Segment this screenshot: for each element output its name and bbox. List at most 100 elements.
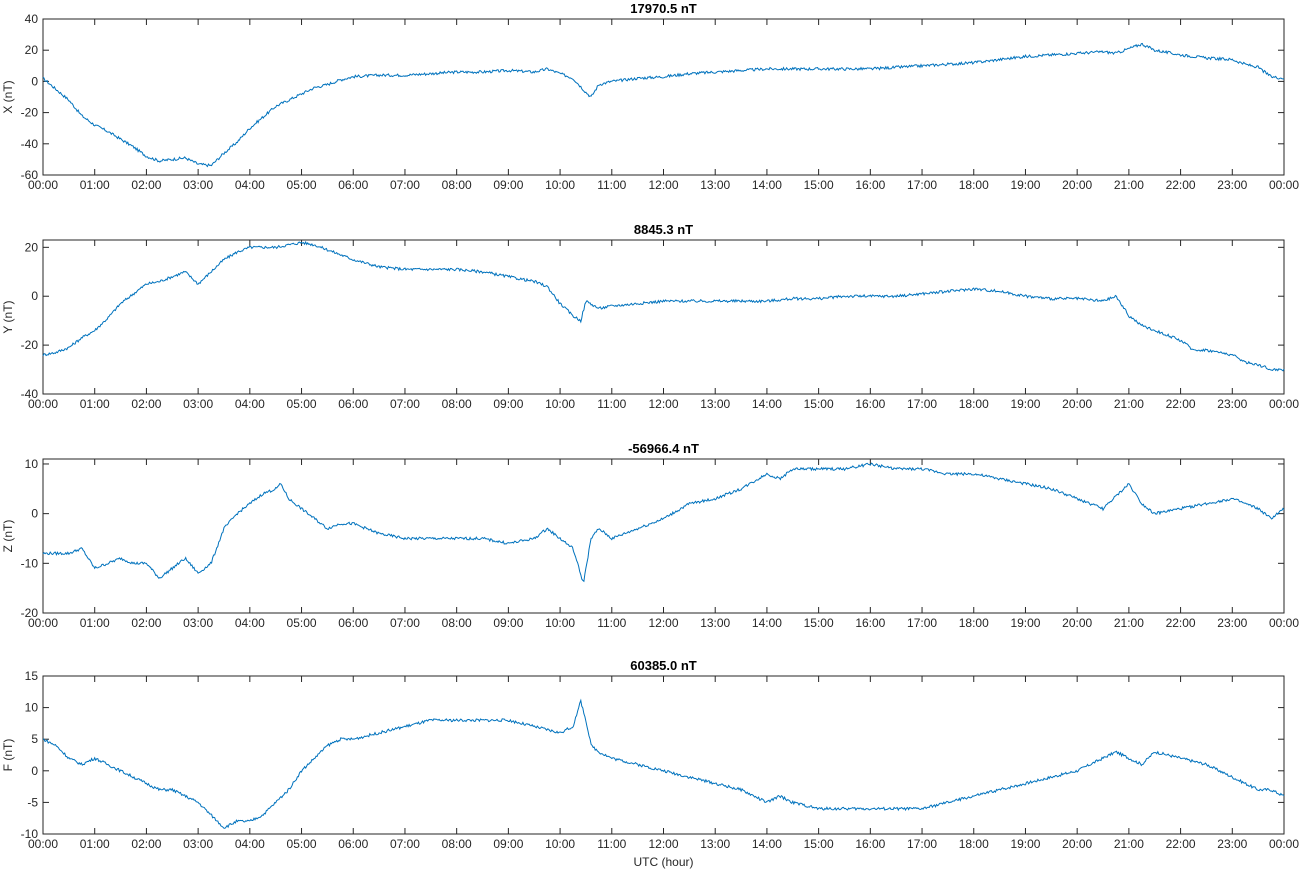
x-tick-label: 08:00 — [442, 178, 472, 192]
panel-title: 60385.0 nT — [630, 658, 697, 673]
x-tick-label: 02:00 — [131, 837, 161, 851]
x-tick-label: 03:00 — [183, 837, 213, 851]
panel-1: 00:00 01:00 02:00 03:00 04:00 05:00 06:00 07:00… — [1, 1, 1299, 192]
x-tick-label: 06:00 — [338, 178, 368, 192]
x-tick-label: 16:00 — [855, 397, 885, 411]
y-tick-label: 10 — [25, 701, 39, 715]
x-tick-label: 05:00 — [287, 178, 317, 192]
series-line — [42, 698, 1285, 829]
x-tick-label: 03:00 — [183, 616, 213, 630]
x-tick-label: 10:00 — [545, 616, 575, 630]
x-tick-label: 09:00 — [493, 178, 523, 192]
x-tick-label: 06:00 — [338, 616, 368, 630]
y-tick-label: -20 — [21, 606, 39, 620]
x-tick-label: 12:00 — [648, 837, 678, 851]
x-tick-label: 00:00 — [1269, 837, 1299, 851]
x-tick-label: 07:00 — [390, 837, 420, 851]
x-tick-label: 23:00 — [1217, 178, 1247, 192]
x-tick-label: 08:00 — [442, 837, 472, 851]
x-tick-label: 14:00 — [752, 837, 782, 851]
y-tick-label: 15 — [25, 669, 39, 683]
series-line — [42, 42, 1285, 168]
x-tick-label: 18:00 — [959, 837, 989, 851]
x-tick-label: 00:00 — [28, 178, 58, 192]
x-tick-label: 02:00 — [131, 616, 161, 630]
y-tick-label: -20 — [21, 106, 39, 120]
axes-box — [42, 675, 1285, 835]
panel-title: -56966.4 nT — [628, 441, 699, 456]
y-tick-label: 0 — [31, 74, 38, 88]
x-tick-label: 06:00 — [338, 837, 368, 851]
x-tick-label: 00:00 — [1269, 616, 1299, 630]
y-tick-label: -40 — [21, 387, 39, 401]
y-tick-label: 20 — [25, 240, 39, 254]
x-tick-label: 19:00 — [1010, 397, 1040, 411]
x-tick-label: 14:00 — [752, 616, 782, 630]
y-axis-label: X (nT) — [1, 80, 15, 113]
panel-4: 00:00 01:00 02:00 03:00 04:00 05:00 06:00 07:00… — [1, 658, 1299, 851]
y-tick-label: -10 — [21, 556, 39, 570]
panel-3: 00:00 01:00 02:00 03:00 04:00 05:00 06:00 07:00… — [1, 441, 1299, 630]
x-tick-label: 07:00 — [390, 178, 420, 192]
x-tick-label: 13:00 — [700, 397, 730, 411]
x-tick-label: 02:00 — [131, 397, 161, 411]
y-tick-label: -20 — [21, 338, 39, 352]
x-tick-label: 09:00 — [493, 397, 523, 411]
x-tick-label: 05:00 — [287, 616, 317, 630]
x-tick-label: 11:00 — [597, 616, 626, 630]
y-tick-label: 0 — [31, 764, 38, 778]
x-tick-label: 20:00 — [1062, 178, 1092, 192]
x-tick-label: 10:00 — [545, 397, 575, 411]
x-tick-label: 22:00 — [1166, 616, 1196, 630]
x-tick-label: 04:00 — [235, 397, 265, 411]
y-tick-label: 0 — [31, 289, 38, 303]
x-tick-label: 14:00 — [752, 178, 782, 192]
x-tick-label: 12:00 — [648, 397, 678, 411]
x-tick-label: 19:00 — [1010, 178, 1040, 192]
x-tick-label: 07:00 — [390, 616, 420, 630]
x-tick-label: 17:00 — [907, 837, 937, 851]
x-tick-label: 17:00 — [907, 178, 937, 192]
x-tick-label: 16:00 — [855, 616, 885, 630]
series-line — [42, 462, 1285, 583]
x-tick-label: 15:00 — [804, 616, 834, 630]
x-tick-label: 01:00 — [80, 616, 110, 630]
axes-box — [42, 458, 1285, 614]
panel-title: 17970.5 nT — [630, 1, 697, 16]
x-tick-label: 18:00 — [959, 397, 989, 411]
x-tick-label: 18:00 — [959, 178, 989, 192]
x-tick-label: 23:00 — [1217, 616, 1247, 630]
x-tick-label: 14:00 — [752, 397, 782, 411]
y-tick-label: 40 — [25, 12, 39, 26]
y-axis-label: Y (nT) — [1, 300, 15, 333]
panel-title: 8845.3 nT — [634, 222, 693, 237]
y-tick-label: 0 — [31, 507, 38, 521]
x-tick-label: 20:00 — [1062, 397, 1092, 411]
x-tick-label: 20:00 — [1062, 837, 1092, 851]
axes-box — [42, 18, 1285, 176]
x-tick-label: 10:00 — [545, 178, 575, 192]
x-tick-label: 09:00 — [493, 616, 523, 630]
x-tick-label: 12:00 — [648, 616, 678, 630]
x-tick-label: 00:00 — [1269, 178, 1299, 192]
x-tick-label: 16:00 — [855, 178, 885, 192]
panel-2: 00:00 01:00 02:00 03:00 04:00 05:00 06:00 07:00… — [1, 222, 1299, 411]
y-axis-label: Z (nT) — [1, 520, 15, 553]
x-tick-label: 20:00 — [1062, 616, 1092, 630]
x-tick-label: 09:00 — [493, 837, 523, 851]
x-tick-label: 11:00 — [597, 837, 626, 851]
x-tick-label: 00:00 — [28, 397, 58, 411]
x-tick-label: 05:00 — [287, 837, 317, 851]
x-tick-label: 08:00 — [442, 397, 472, 411]
x-tick-label: 02:00 — [131, 178, 161, 192]
x-tick-label: 13:00 — [700, 616, 730, 630]
x-axis-label: UTC (hour) — [633, 855, 693, 869]
x-tick-label: 21:00 — [1114, 397, 1144, 411]
x-tick-label: 15:00 — [804, 837, 834, 851]
y-tick-label: -10 — [21, 827, 39, 841]
x-tick-label: 00:00 — [28, 837, 58, 851]
axes-box — [42, 239, 1285, 395]
y-tick-label: 20 — [25, 43, 39, 57]
